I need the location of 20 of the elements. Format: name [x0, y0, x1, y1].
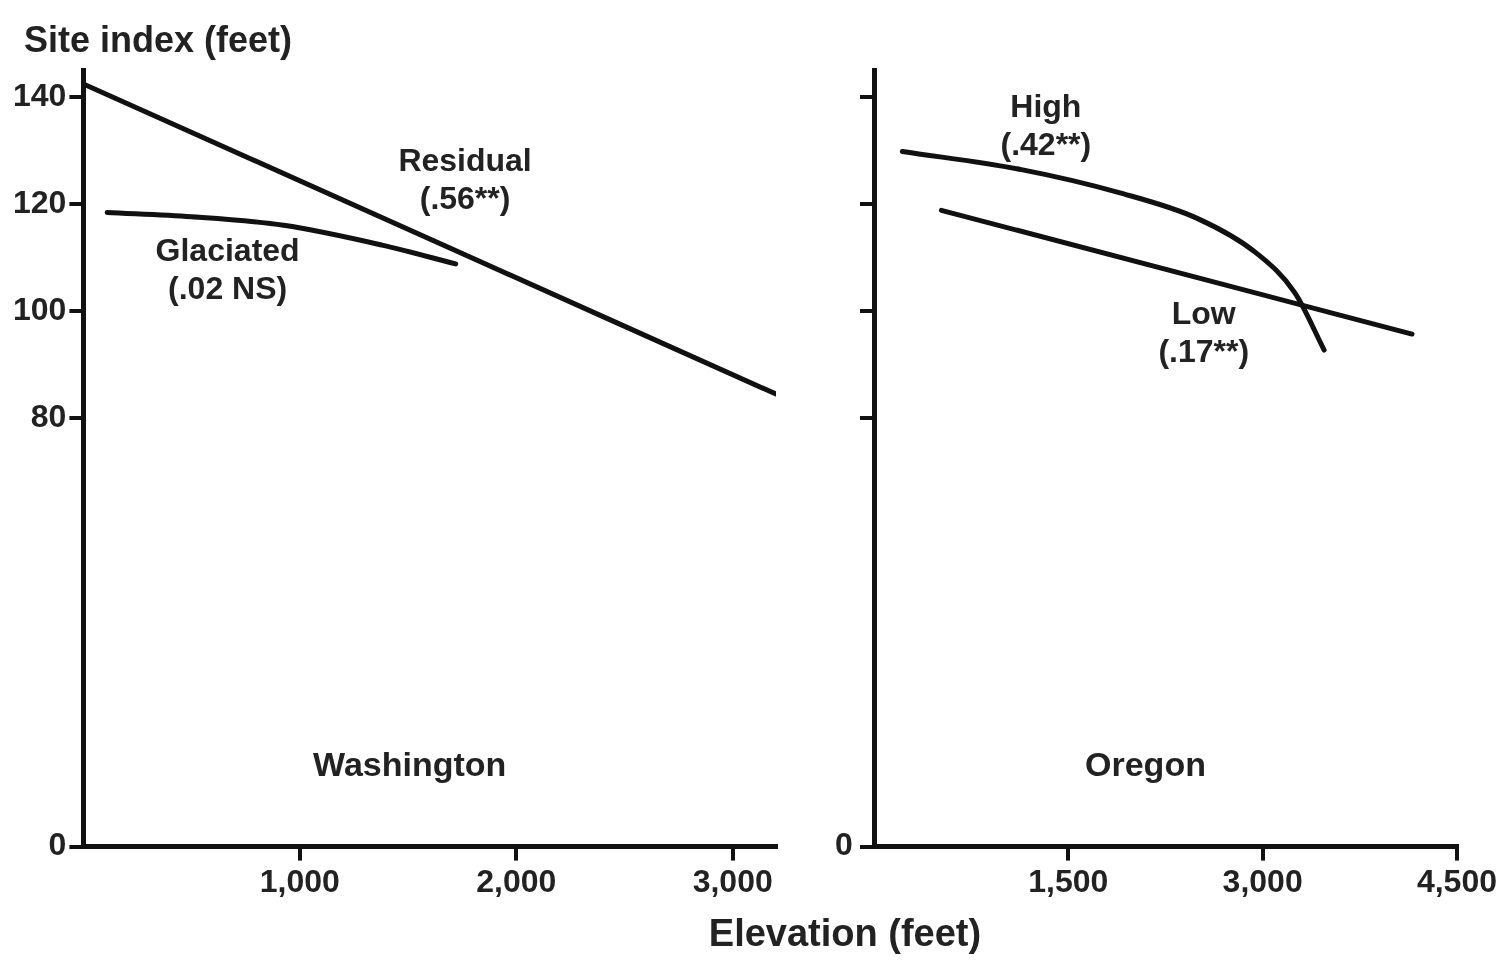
- y-tick-label: 80: [30, 397, 67, 434]
- x-tick-label: 3,000: [692, 862, 773, 899]
- x-tick-label: 1,500: [1028, 862, 1109, 899]
- y-tick-label: 0: [48, 826, 67, 863]
- y-axis-title: Site index (feet): [24, 18, 293, 60]
- series-label: Residual (.56**): [398, 142, 532, 217]
- text: 0: [835, 826, 853, 863]
- y-tick-label: 120: [13, 183, 67, 220]
- series-label: High (.42**): [1000, 88, 1092, 163]
- series-label: Low (.17**): [1158, 295, 1250, 370]
- x-axis-title: Elevation (feet): [707, 912, 983, 955]
- x-tick-label: 3,000: [1222, 862, 1303, 899]
- y-tick-label: 140: [13, 76, 67, 113]
- x-tick-label: 1,000: [259, 862, 340, 899]
- x-tick-label: 2,000: [476, 862, 557, 899]
- series-label: Glaciated (.02 NS): [155, 231, 300, 306]
- x-tick-label: 4,500: [1416, 862, 1497, 899]
- text: Washington: [313, 744, 507, 783]
- text: Oregon: [1085, 744, 1206, 783]
- y-tick-label: 100: [13, 290, 67, 327]
